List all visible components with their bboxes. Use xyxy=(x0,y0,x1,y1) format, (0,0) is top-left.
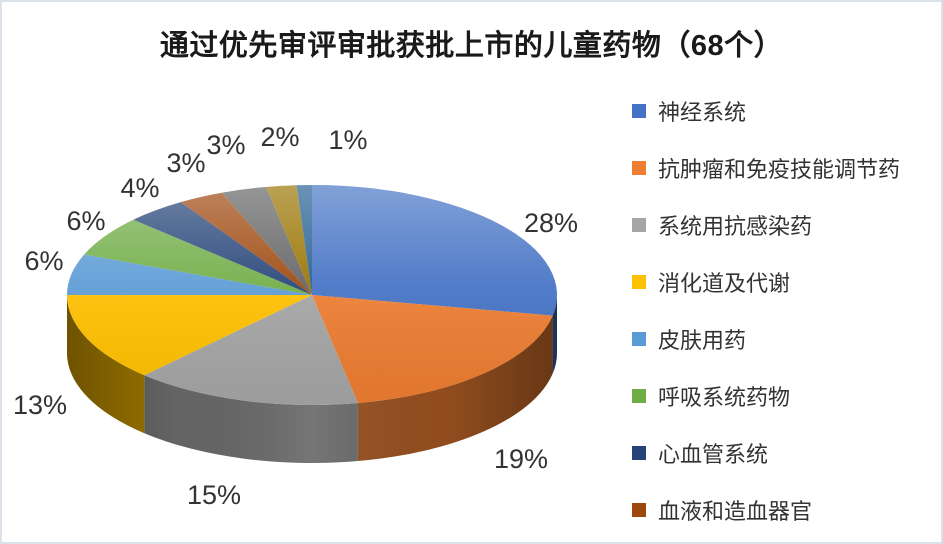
legend-item-label: 系统用抗感染药 xyxy=(658,213,813,239)
legend-item-7: 血液和造血器官 xyxy=(632,481,900,538)
legend-item-label: 神经系统 xyxy=(658,99,747,125)
legend-swatch-icon xyxy=(632,103,646,118)
chart-legend: 神经系统抗肿瘤和免疫技能调节药 系统用抗感染药 消化道及代谢 皮肤用药呼吸系统药物 心血… xyxy=(632,82,900,538)
legend-item-4: 皮肤用药 xyxy=(632,310,900,367)
pie-data-labels: 28%19%15%13%6%6%4%3%3% 2% 1% xyxy=(13,122,578,510)
legend-item-label: 心血管系统 xyxy=(658,441,769,467)
pie-slice-label: 3% xyxy=(166,148,205,178)
pie-slice-label: 4% xyxy=(120,173,159,203)
pie-slice-label: 28% xyxy=(524,208,578,238)
legend-swatch-icon xyxy=(632,388,646,403)
legend-swatch-icon xyxy=(632,445,646,460)
legend-item-3: 消化道及代谢 xyxy=(632,253,900,310)
legend-item-0: 神经系统 xyxy=(632,82,900,139)
pie-slice-label: 3% xyxy=(206,130,245,160)
pie-slice-label: 6% xyxy=(24,246,63,276)
legend-item-label: 皮肤用药 xyxy=(658,327,747,353)
legend-swatch-icon xyxy=(632,331,646,346)
legend-swatch-icon xyxy=(632,217,646,232)
legend-item-5: 呼吸系统药物 xyxy=(632,367,900,424)
chart-title: 通过优先审评审批获批上市的儿童药物（68个） xyxy=(159,30,784,62)
legend-item-6: 心血管系统 xyxy=(632,424,900,481)
pie-rim-shading xyxy=(67,295,557,463)
pie-slice-label: 13% xyxy=(13,390,67,420)
legend-item-label: 呼吸系统药物 xyxy=(658,384,791,410)
legend-swatch-icon xyxy=(632,502,646,517)
legend-item-label: 消化道及代谢 xyxy=(658,270,791,296)
pie-slice-label: 2% xyxy=(260,122,299,152)
legend-item-2: 系统用抗感染药 xyxy=(632,196,900,253)
legend-swatch-icon xyxy=(632,160,646,175)
legend-item-label: 抗肿瘤和免疫技能调节药 xyxy=(658,156,901,182)
pie-slice-label: 6% xyxy=(66,206,105,236)
pie-slice-label: 1% xyxy=(328,125,367,155)
pie-top-sheen xyxy=(67,185,557,405)
pie-side-walls xyxy=(67,295,557,463)
legend-swatch-icon xyxy=(632,274,646,289)
legend-item-label: 血液和造血器官 xyxy=(658,498,813,524)
pie-slice-label: 19% xyxy=(494,444,548,474)
pie-slice-label: 15% xyxy=(187,480,241,510)
legend-item-1: 抗肿瘤和免疫技能调节药 xyxy=(632,139,900,196)
